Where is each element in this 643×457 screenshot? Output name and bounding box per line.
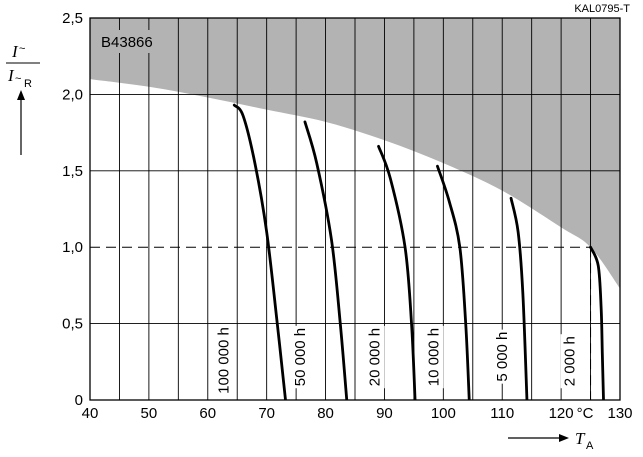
curve-label: 20 000 h [367,328,384,386]
curve-label-group: 100 000 h [214,325,234,396]
life-curve [436,164,471,400]
x-tick-label: 40 [82,405,99,422]
product-label: B43866 [101,34,153,51]
svg-text:A: A [586,440,594,452]
curve-label-group: 50 000 h [290,325,310,389]
curve-label-group: 20 000 h [365,325,385,389]
life-curve [509,196,529,400]
x-tick-label: 90 [376,405,393,422]
y-tick-label: 2,0 [62,86,83,103]
life-curve [589,245,605,400]
x-tick-label: 130 [607,405,632,422]
curve-labels: 100 000 h 50 000 h 20 000 h 10 000 h 5 000 h… [214,325,580,396]
forbidden-region [90,18,620,289]
life-curve [377,144,417,400]
svg-text:~: ~ [19,43,25,55]
curve-label: 100 000 h [215,327,232,394]
curve-label-group: 10 000 h [424,325,444,389]
curve-label-bg [365,325,385,389]
curve-label: 50 000 h [292,328,309,386]
curve-label: 10 000 h [426,328,443,386]
y-tick-label: 1,5 [62,163,83,180]
y-tick-label: 0 [75,392,83,409]
curve-label: 5 000 h [494,332,511,382]
x-unit-label: °C [577,405,594,422]
curve-label-bg [424,325,444,389]
doc-code: KAL0795-T [574,3,630,15]
x-tick-label: 120 [549,405,574,422]
y-axis-label: I ~ I ~ R [6,42,40,90]
curve-label-bg [214,325,234,396]
y-tick-label: 1,0 [62,239,83,256]
curve-label: 2 000 h [562,336,579,386]
y-axis-arrow [17,90,25,155]
curve-label-bg [492,329,512,384]
curve-label-group: 5 000 h [492,329,512,384]
svg-text:T: T [575,429,586,448]
reference-lines [90,246,592,400]
svg-text:I: I [11,42,19,61]
x-tick-label: 60 [199,405,216,422]
y-tick-label: 2,5 [62,10,83,27]
plot-frame [89,17,621,401]
life-curves [232,103,605,400]
x-tick-label: 100 [431,405,456,422]
svg-text:I: I [7,66,15,85]
x-tick-labels: 40 50 60 70 80 90 100 110 120 130 [82,405,633,422]
x-axis-arrow [508,434,569,442]
x-tick-label: 110 [490,405,514,422]
x-tick-label: 50 [141,405,158,422]
curve-label-bg [290,325,310,389]
product-label-bg [96,30,167,53]
x-tick-label: 70 [258,405,275,422]
x-axis-label: T A [575,429,594,452]
life-curve [232,103,287,400]
x-tick-label: 80 [317,405,334,422]
curve-label-bg [560,334,580,389]
y-tick-labels: 0 0,5 1,0 1,5 2,0 2,5 [62,10,83,409]
svg-text:~: ~ [15,73,21,85]
life-curve [303,120,349,400]
y-tick-label: 0,5 [62,316,83,333]
svg-text:R: R [24,78,32,90]
curve-label-group: 2 000 h [560,334,580,389]
